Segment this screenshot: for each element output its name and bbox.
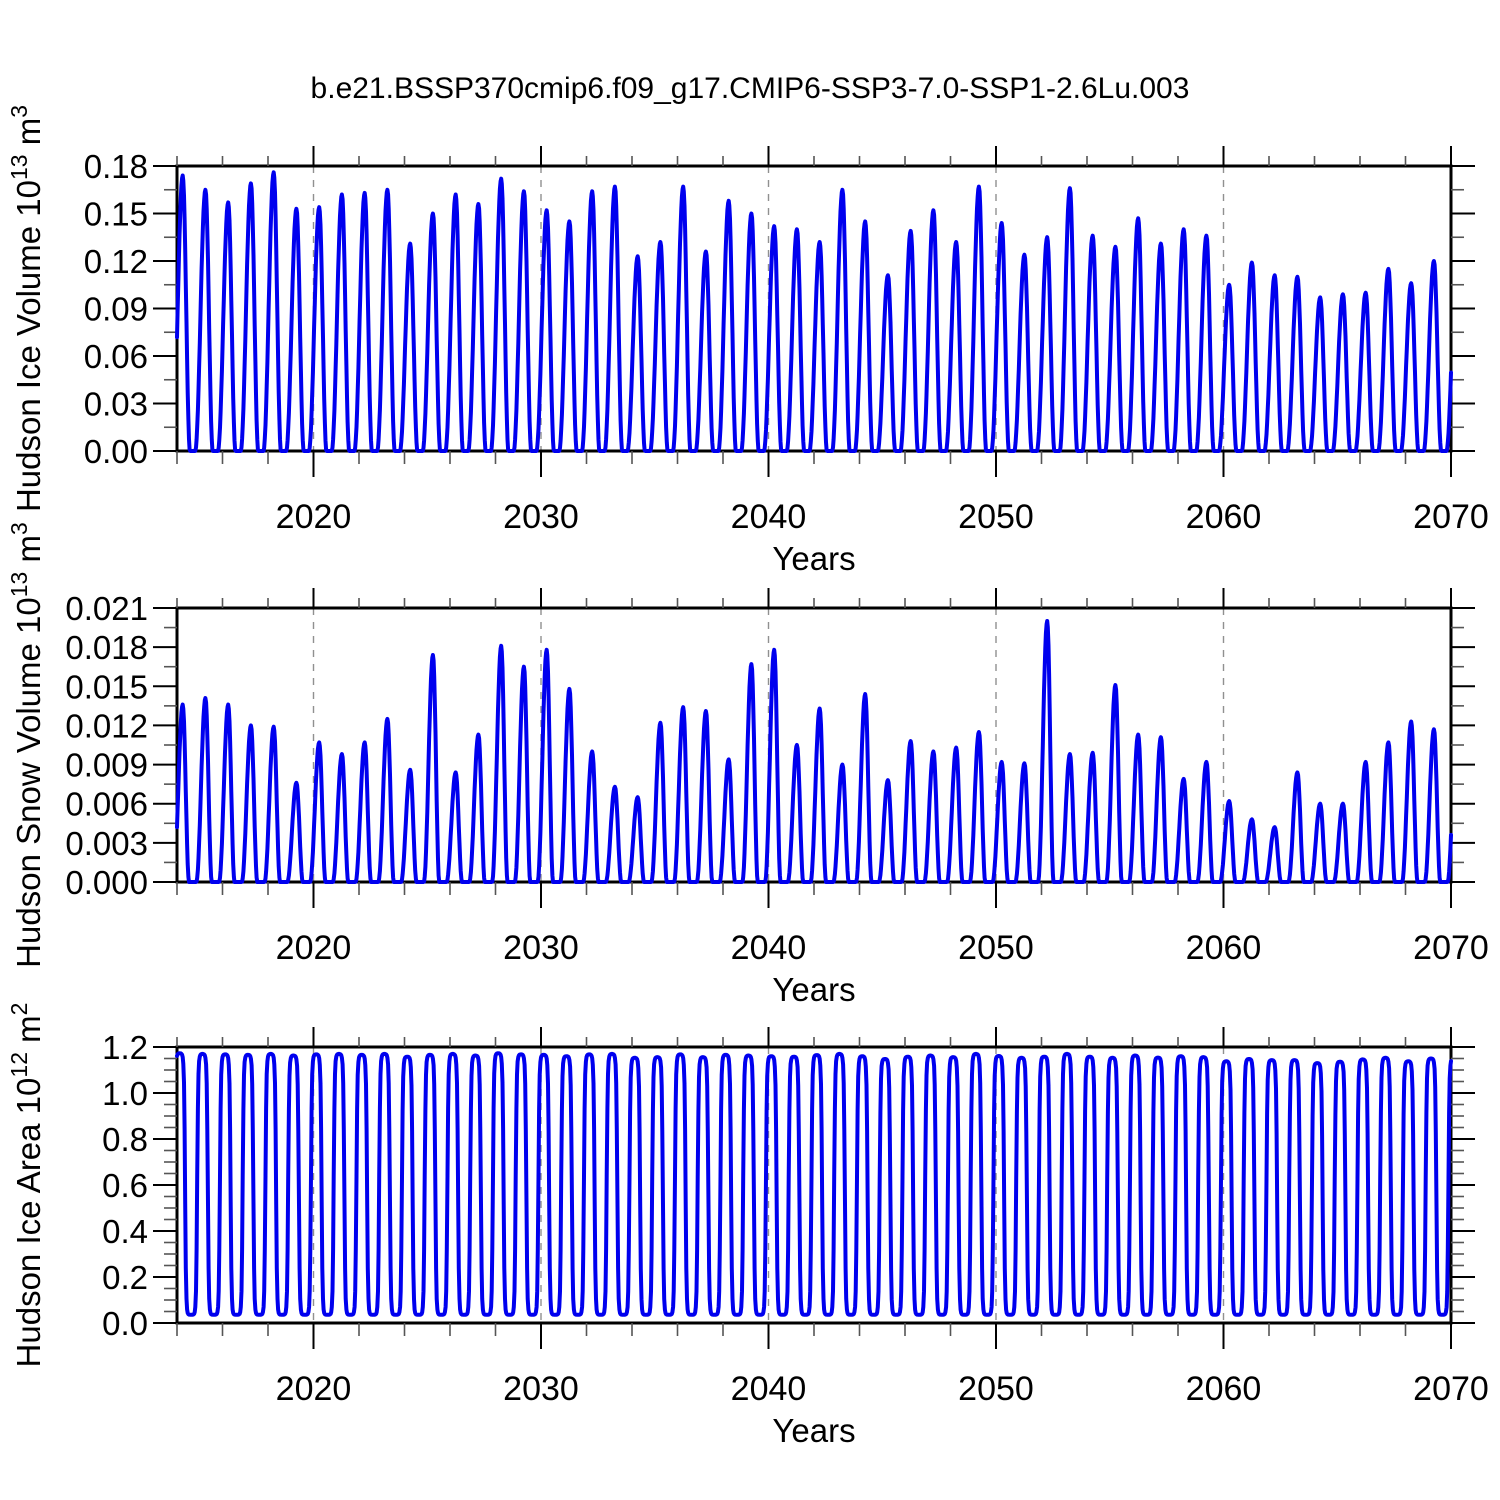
y-axis-title-superscript: 3 (6, 105, 32, 118)
y-tick-label: 0.2 (102, 1259, 148, 1296)
x-tick-label: 2040 (731, 498, 807, 536)
y-tick-label: 0.003 (65, 825, 148, 862)
data-curve (175, 1051, 1453, 1317)
y-tick-label: 0.18 (84, 148, 148, 185)
y-tick-label: 0.006 (65, 786, 148, 823)
y-tick-label: 0.03 (84, 386, 148, 423)
y-tick-label: 0.6 (102, 1167, 148, 1204)
x-tick-label: 2020 (276, 498, 352, 536)
x-tick-label: 2020 (276, 929, 352, 967)
x-tick-label: 2030 (503, 1370, 579, 1408)
y-tick-label: 0.12 (84, 243, 148, 280)
data-curve (175, 170, 1453, 453)
x-tick-label: 2050 (958, 498, 1034, 536)
y-tick-label: 1.2 (102, 1029, 148, 1066)
y-tick-label: 0.000 (65, 864, 148, 901)
y-axis-title: Hudson Ice Area 1012 m2 (6, 1003, 47, 1368)
y-axis-title-superscript: 13 (6, 572, 32, 598)
x-tick-label: 2040 (731, 929, 807, 967)
y-tick-label: 0.06 (84, 338, 148, 375)
page-title: b.e21.BSSP370cmip6.f09_g17.CMIP6-SSP3-7.… (310, 72, 1190, 105)
y-tick-label: 0.015 (65, 668, 148, 705)
y-tick-label: 0.4 (102, 1213, 148, 1250)
y-tick-label: 0.0 (102, 1305, 148, 1342)
x-tick-label: 2030 (503, 498, 579, 536)
y-tick-label: 0.8 (102, 1121, 148, 1158)
x-axis-title: Years (772, 971, 855, 1008)
y-axis-title: Hudson Snow Volume 1013 m3 (6, 522, 47, 968)
x-tick-label: 2070 (1413, 498, 1489, 536)
y-axis-title-text: m (10, 535, 47, 572)
y-tick-label: 0.012 (65, 707, 148, 744)
x-tick-label: 2040 (731, 1370, 807, 1408)
x-tick-label: 2050 (958, 929, 1034, 967)
x-tick-label: 2020 (276, 1370, 352, 1408)
y-axis-title-superscript: 2 (6, 1003, 32, 1016)
y-axis-title: Hudson Ice Volume 1013 m3 (6, 105, 47, 512)
y-axis-title-superscript: 12 (6, 1052, 32, 1078)
y-axis-title-text: Hudson Snow Volume 10 (10, 597, 47, 968)
x-tick-label: 2060 (1186, 498, 1262, 536)
y-axis-title-text: Hudson Ice Area 10 (10, 1078, 47, 1368)
plot-hudson-snow-volume: 0.0210.0180.0150.0120.0090.0060.0030.000… (6, 522, 1489, 1008)
x-tick-label: 2070 (1413, 929, 1489, 967)
y-axis-title-superscript: 3 (6, 522, 32, 535)
x-axis-title: Years (772, 1412, 855, 1449)
y-axis-title-text: m (10, 1015, 47, 1052)
y-tick-label: 0.00 (84, 433, 148, 470)
x-tick-label: 2050 (958, 1370, 1034, 1408)
x-tick-label: 2060 (1186, 1370, 1262, 1408)
y-tick-label: 1.0 (102, 1075, 148, 1112)
x-tick-label: 2060 (1186, 929, 1262, 967)
x-tick-label: 2070 (1413, 1370, 1489, 1408)
plot-hudson-ice-area: 1.2 1.0 0.8 0.6 0.4 0.2 0.0 2020 2030 2040 2050 206… (6, 1003, 1489, 1449)
y-tick-label: 0.15 (84, 196, 148, 233)
plot-hudson-ice-volume: 0.18 0.15 0.12 0.09 0.06 0.03 0.00 2020 2030 2040… (6, 105, 1489, 577)
x-tick-label: 2030 (503, 929, 579, 967)
y-tick-label: 0.009 (65, 747, 148, 784)
y-tick-label: 0.018 (65, 629, 148, 666)
data-curve (175, 619, 1453, 884)
y-tick-label: 0.09 (84, 291, 148, 328)
y-tick-label: 0.021 (65, 590, 148, 627)
x-axis-title: Years (772, 540, 855, 577)
y-axis-title-superscript: 13 (6, 154, 32, 180)
y-axis-title-text: Hudson Ice Volume 10 (10, 180, 47, 512)
y-axis-title-text: m (10, 118, 47, 155)
